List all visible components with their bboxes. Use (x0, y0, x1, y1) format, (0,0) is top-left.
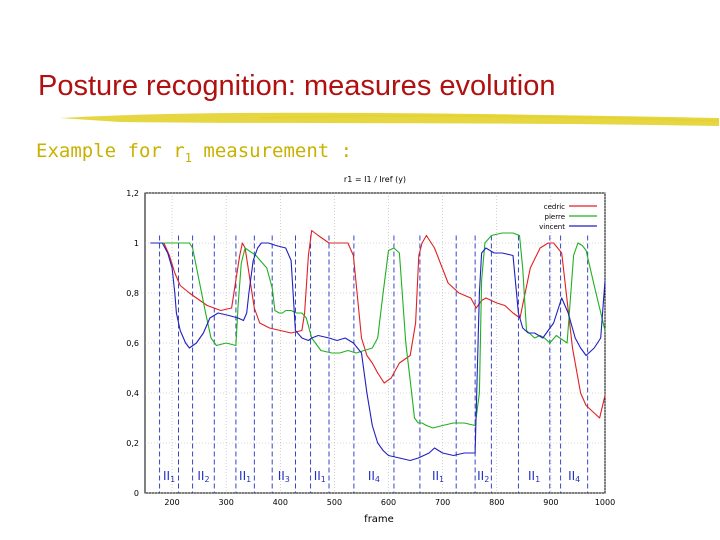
posture-markers: II1 II2 II1 II3 II1 II4 II1 II2 II1 II4 (159, 235, 589, 493)
y-tick-label: 0,2 (126, 439, 139, 448)
series-line-cedric (150, 229, 606, 419)
y-tick-label: 1,2 (126, 189, 139, 198)
legend-label: pierre (545, 213, 565, 221)
x-tick-label: 1000 (595, 498, 615, 507)
y-tick-label: 0 (134, 489, 139, 498)
subtitle-text: Example for r (36, 140, 185, 162)
y-tick-label: 0,4 (126, 389, 139, 398)
y-tick-label: 0,8 (126, 289, 139, 298)
x-tick-label: 700 (435, 498, 450, 507)
subtitle-text-rest: measurement : (191, 140, 353, 162)
legend-label: vincent (539, 223, 565, 231)
series-line-pierre (150, 232, 606, 429)
x-tick-label: 800 (489, 498, 504, 507)
y-axis-ticks: 0 0,2 0,4 0,6 0,8 1 1,2 (126, 189, 139, 498)
slide-title: Posture recognition: measures evolution (38, 70, 556, 102)
x-tick-label: 400 (273, 498, 288, 507)
legend-label: cedric (544, 203, 565, 211)
x-tick-label: 500 (327, 498, 342, 507)
y-tick-label: 1 (134, 239, 139, 248)
chart-legend: cedric pierre vincent (539, 203, 597, 231)
chart-series (150, 229, 606, 462)
x-tick-label: 600 (381, 498, 396, 507)
x-axis-ticks: 200 300 400 500 600 700 800 900 1000 (164, 498, 615, 507)
x-axis-label: frame (364, 514, 394, 525)
x-tick-label: 900 (543, 498, 558, 507)
series-line-vincent (150, 242, 606, 462)
y-tick-label: 0,6 (126, 339, 139, 348)
slide-subtitle: Example for r1 measurement : (36, 140, 352, 165)
x-tick-label: 200 (164, 498, 179, 507)
subtitle-subscript: 1 (184, 150, 192, 165)
chart-title: r1 = I1 / Iref (y) (344, 175, 406, 184)
x-tick-label: 300 (219, 498, 234, 507)
